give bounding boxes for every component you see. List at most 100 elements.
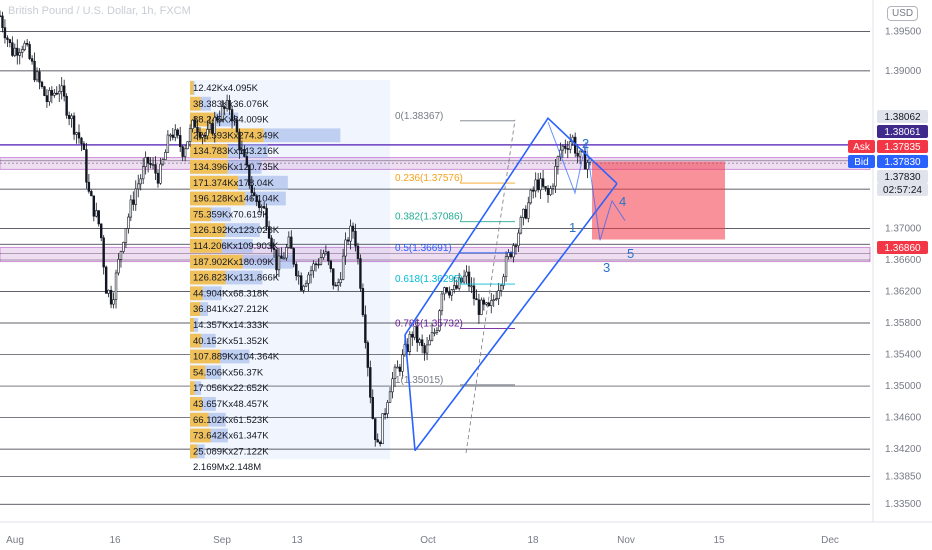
time-axis-label: Oct bbox=[420, 535, 436, 546]
candle-body bbox=[8, 39, 12, 43]
volume-profile-bar-down bbox=[263, 128, 341, 143]
candle-body bbox=[16, 47, 19, 56]
fib-level-label: 0.786(1.35732) bbox=[395, 318, 463, 329]
candle-body bbox=[238, 131, 241, 151]
candle-body bbox=[228, 100, 231, 110]
candle-body bbox=[117, 259, 120, 274]
candle-body bbox=[13, 47, 17, 56]
candle-body bbox=[536, 179, 540, 191]
time-axis-label: 18 bbox=[527, 535, 539, 546]
candle-body bbox=[541, 178, 545, 187]
time-axis-label: Aug bbox=[6, 535, 24, 546]
countdown-text: 02:57:24 bbox=[883, 185, 922, 196]
candle-body bbox=[502, 276, 505, 286]
candle-body bbox=[3, 27, 7, 39]
candle-body bbox=[566, 148, 569, 150]
price-tick-label: 1.33850 bbox=[885, 472, 922, 483]
price-tick-label: 1.36600 bbox=[885, 255, 922, 266]
candle-body bbox=[35, 71, 39, 81]
price-label-top-text: 1.38062 bbox=[884, 112, 921, 123]
candle-body bbox=[0, 15, 2, 18]
price-tick-label: 1.34200 bbox=[885, 444, 922, 455]
candle-body bbox=[265, 207, 268, 227]
candle-body bbox=[415, 326, 419, 343]
candle-body bbox=[546, 188, 550, 195]
candle-body bbox=[216, 117, 219, 121]
volume-profile-bar-down bbox=[227, 144, 268, 158]
wave-label-2: 2 bbox=[582, 136, 589, 151]
currency-badge[interactable]: USD bbox=[887, 6, 919, 21]
candle-body bbox=[270, 237, 273, 249]
candle-body bbox=[319, 257, 323, 265]
candle-body bbox=[322, 253, 325, 258]
candle-body bbox=[220, 106, 224, 120]
volume-profile-bar-up bbox=[190, 397, 203, 411]
candle-body bbox=[494, 298, 498, 301]
channel-left-edge bbox=[404, 334, 416, 451]
volume-profile-label: 54.506Kx56.37K bbox=[193, 367, 264, 378]
volume-profile-label: 17.056Kx22.652K bbox=[193, 383, 269, 394]
candle-body bbox=[104, 266, 108, 294]
price-tick-label: 1.37000 bbox=[885, 223, 922, 234]
candle-body bbox=[561, 145, 565, 151]
volume-profile-bar-down bbox=[201, 333, 216, 348]
volume-profile-label: 114.206Kx109.903K bbox=[193, 241, 279, 252]
candle-body bbox=[213, 117, 216, 134]
candle-body bbox=[378, 441, 382, 445]
volume-profile-bar-down bbox=[193, 81, 195, 95]
fib-level-label: 0(1.38367) bbox=[395, 111, 443, 122]
volume-profile-bar-down bbox=[194, 381, 202, 395]
candle-body bbox=[470, 285, 473, 288]
wave-projection-path bbox=[547, 121, 626, 241]
candle-body bbox=[243, 149, 246, 157]
candle-body bbox=[334, 284, 337, 287]
candle-body bbox=[90, 191, 93, 197]
volume-profile-bar-up bbox=[190, 412, 209, 427]
candle-body bbox=[25, 42, 29, 45]
candle-body bbox=[532, 190, 535, 192]
candle-body bbox=[40, 81, 44, 87]
volume-profile-bar-up bbox=[190, 254, 243, 269]
ask-tag-box bbox=[848, 140, 875, 153]
candle-body bbox=[132, 199, 135, 205]
candle-body bbox=[230, 109, 234, 121]
bid-price-text: 1.37830 bbox=[884, 157, 921, 168]
candle-body bbox=[354, 230, 357, 247]
candle-body bbox=[586, 162, 589, 170]
candle-body bbox=[460, 277, 463, 283]
candle-body bbox=[492, 299, 495, 301]
candle-body bbox=[6, 37, 9, 40]
candle-body bbox=[23, 42, 26, 50]
candle-body bbox=[314, 263, 318, 266]
candle-body bbox=[438, 310, 441, 331]
candle-body bbox=[376, 439, 379, 443]
fib-level-label: 0.5(1.36691) bbox=[395, 243, 452, 254]
candle-body bbox=[514, 245, 518, 247]
candle-body bbox=[312, 263, 315, 272]
price-tick-label: 1.34600 bbox=[885, 413, 922, 424]
candle-body bbox=[156, 172, 160, 184]
volume-profile-bar-up bbox=[190, 428, 211, 443]
candle-body bbox=[359, 258, 362, 289]
candle-body bbox=[11, 42, 14, 56]
chart-title: British Pound / U.S. Dollar, 1h, FXCM bbox=[8, 5, 191, 17]
candle-body bbox=[240, 149, 244, 151]
candle-body bbox=[564, 145, 567, 149]
candle-body bbox=[119, 251, 123, 260]
volume-profile-bar-down bbox=[200, 302, 208, 316]
candle-body bbox=[169, 134, 172, 137]
candle-body bbox=[48, 90, 51, 103]
candle-body bbox=[369, 367, 372, 398]
candle-body bbox=[341, 255, 345, 280]
volume-profile-bar-up bbox=[190, 207, 212, 222]
candle-body bbox=[65, 95, 68, 116]
fib-level-label: 0.236(1.37576) bbox=[395, 173, 463, 184]
candle-body bbox=[480, 299, 483, 315]
target-zone bbox=[592, 161, 725, 240]
candle-body bbox=[67, 115, 71, 119]
candle-body bbox=[139, 178, 142, 185]
wave-label-5: 5 bbox=[627, 246, 634, 261]
candle-body bbox=[346, 239, 350, 242]
